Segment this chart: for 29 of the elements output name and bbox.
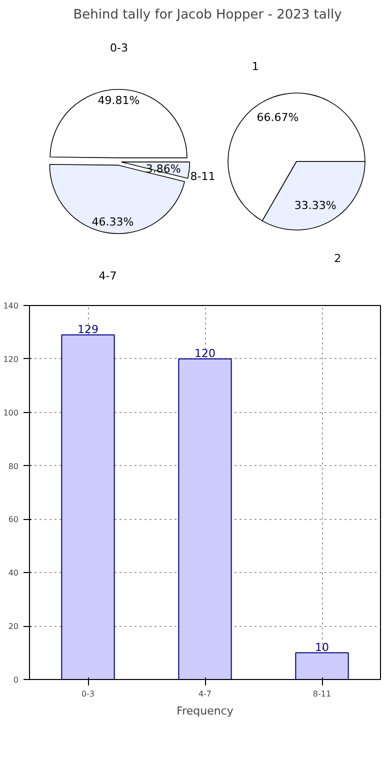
y-tick-label: 20 [8, 622, 19, 632]
data-label: 120 [194, 346, 216, 360]
x-axis-title: Frequency [176, 704, 234, 718]
bar [295, 652, 349, 680]
data-label: 33.33% [294, 199, 336, 212]
data-label: 3.86% [146, 162, 181, 176]
slice-label: 8-11 [190, 170, 216, 183]
data-label: 66.67% [256, 110, 299, 124]
x-tick-label: 0-3 [81, 690, 95, 698]
bar [61, 334, 115, 680]
x-tick-label: 4-7 [198, 690, 212, 698]
y-tick-label: 60 [8, 515, 19, 524]
data-label: 49.81% [98, 94, 140, 108]
y-tick-label: 100 [3, 408, 19, 418]
y-tick-label: 40 [8, 568, 19, 578]
y-tick-label: 80 [8, 462, 19, 471]
x-tick-label: 8-11 [312, 690, 332, 698]
slice-label: 4-7 [98, 270, 117, 283]
slice-label: 2 [334, 252, 342, 266]
data-label: 10 [315, 640, 329, 654]
slice-label: 0-3 [110, 41, 128, 54]
y-tick-label: 140 [3, 302, 19, 310]
slice-label: 1 [252, 60, 259, 73]
chart-title: Behind tally for Jacob Hopper - 2023 tally [73, 8, 342, 22]
bar [178, 358, 232, 680]
y-tick-label: 0 [13, 676, 19, 684]
y-tick-label: 120 [3, 354, 19, 364]
data-label: 46.33% [92, 216, 134, 228]
data-label: 129 [78, 322, 98, 336]
